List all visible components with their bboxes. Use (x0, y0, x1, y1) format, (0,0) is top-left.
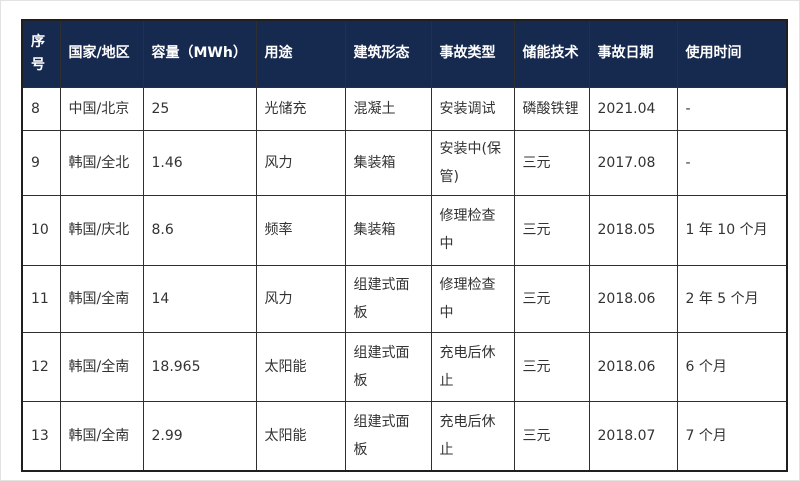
cell-date: 2018.07 (588, 400, 678, 472)
cell-region: 韩国/庆北 (59, 194, 144, 266)
cell-building: 集装箱 (344, 194, 432, 266)
cell-accident-type: 充电后休止 (430, 331, 515, 402)
col-header-date: 事故日期 (588, 19, 678, 88)
cell-no: 12 (21, 331, 61, 402)
cell-date: 2018.05 (588, 194, 678, 266)
col-header-no: 序号 (21, 19, 61, 88)
col-header-building: 建筑形态 (344, 19, 432, 88)
cell-no: 10 (21, 194, 61, 266)
col-header-tech: 储能技术 (513, 19, 590, 88)
cell-use-time: 2 年 5 个月 (676, 264, 788, 333)
cell-date: 2021.04 (588, 86, 678, 131)
cell-usage: 风力 (255, 264, 346, 333)
cell-building: 集装箱 (344, 129, 432, 196)
cell-date: 2017.08 (588, 129, 678, 196)
cell-date: 2018.06 (588, 264, 678, 333)
table-row: 9 韩国/全北 1.46 风力 集装箱 安装中(保管) 三元 2017.08 - (21, 129, 788, 196)
cell-region: 韩国/全北 (59, 129, 144, 196)
cell-tech: 磷酸铁锂 (513, 86, 590, 131)
cell-use-time: 7 个月 (676, 400, 788, 472)
cell-capacity: 1.46 (142, 129, 257, 196)
col-header-accident-type: 事故类型 (430, 19, 515, 88)
cell-accident-type: 安装调试 (430, 86, 515, 131)
col-header-capacity: 容量（MWh） (142, 19, 257, 88)
cell-tech: 三元 (513, 194, 590, 266)
cell-building: 混凝土 (344, 86, 432, 131)
cell-capacity: 14 (142, 264, 257, 333)
col-header-region: 国家/地区 (59, 19, 144, 88)
cell-building: 组建式面板 (344, 331, 432, 402)
cell-usage: 光储充 (255, 86, 346, 131)
cell-accident-type: 修理检查中 (430, 194, 515, 266)
accident-table: 序号 国家/地区 容量（MWh） 用途 建筑形态 事故类型 储能技术 事故日期 … (21, 19, 788, 472)
cell-tech: 三元 (513, 264, 590, 333)
cell-capacity: 25 (142, 86, 257, 131)
cell-use-time: - (676, 129, 788, 196)
cell-building: 组建式面板 (344, 400, 432, 472)
table-row: 10 韩国/庆北 8.6 频率 集装箱 修理检查中 三元 2018.05 1 年… (21, 194, 788, 266)
cell-capacity: 8.6 (142, 194, 257, 266)
cell-tech: 三元 (513, 400, 590, 472)
cell-date: 2018.06 (588, 331, 678, 402)
cell-region: 韩国/全南 (59, 400, 144, 472)
cell-building: 组建式面板 (344, 264, 432, 333)
cell-tech: 三元 (513, 331, 590, 402)
cell-accident-type: 充电后休止 (430, 400, 515, 472)
cell-no: 9 (21, 129, 61, 196)
cell-capacity: 18.965 (142, 331, 257, 402)
cell-use-time: 6 个月 (676, 331, 788, 402)
cell-tech: 三元 (513, 129, 590, 196)
table-header-row: 序号 国家/地区 容量（MWh） 用途 建筑形态 事故类型 储能技术 事故日期 … (21, 19, 788, 88)
cell-usage: 风力 (255, 129, 346, 196)
table-row: 12 韩国/全南 18.965 太阳能 组建式面板 充电后休止 三元 2018.… (21, 331, 788, 402)
cell-no: 13 (21, 400, 61, 472)
col-header-use-time: 使用时间 (676, 19, 788, 88)
cell-usage: 太阳能 (255, 400, 346, 472)
cell-region: 中国/北京 (59, 86, 144, 131)
cell-use-time: 1 年 10 个月 (676, 194, 788, 266)
cell-region: 韩国/全南 (59, 264, 144, 333)
cell-use-time: - (676, 86, 788, 131)
table-row: 8 中国/北京 25 光储充 混凝土 安装调试 磷酸铁锂 2021.04 - (21, 86, 788, 131)
cell-capacity: 2.99 (142, 400, 257, 472)
table-row: 11 韩国/全南 14 风力 组建式面板 修理检查中 三元 2018.06 2 … (21, 264, 788, 333)
cell-accident-type: 安装中(保管) (430, 129, 515, 196)
cell-accident-type: 修理检查中 (430, 264, 515, 333)
cell-usage: 频率 (255, 194, 346, 266)
col-header-usage: 用途 (255, 19, 346, 88)
cell-no: 8 (21, 86, 61, 131)
table-row: 13 韩国/全南 2.99 太阳能 组建式面板 充电后休止 三元 2018.07… (21, 400, 788, 472)
cell-usage: 太阳能 (255, 331, 346, 402)
cell-no: 11 (21, 264, 61, 333)
cell-region: 韩国/全南 (59, 331, 144, 402)
